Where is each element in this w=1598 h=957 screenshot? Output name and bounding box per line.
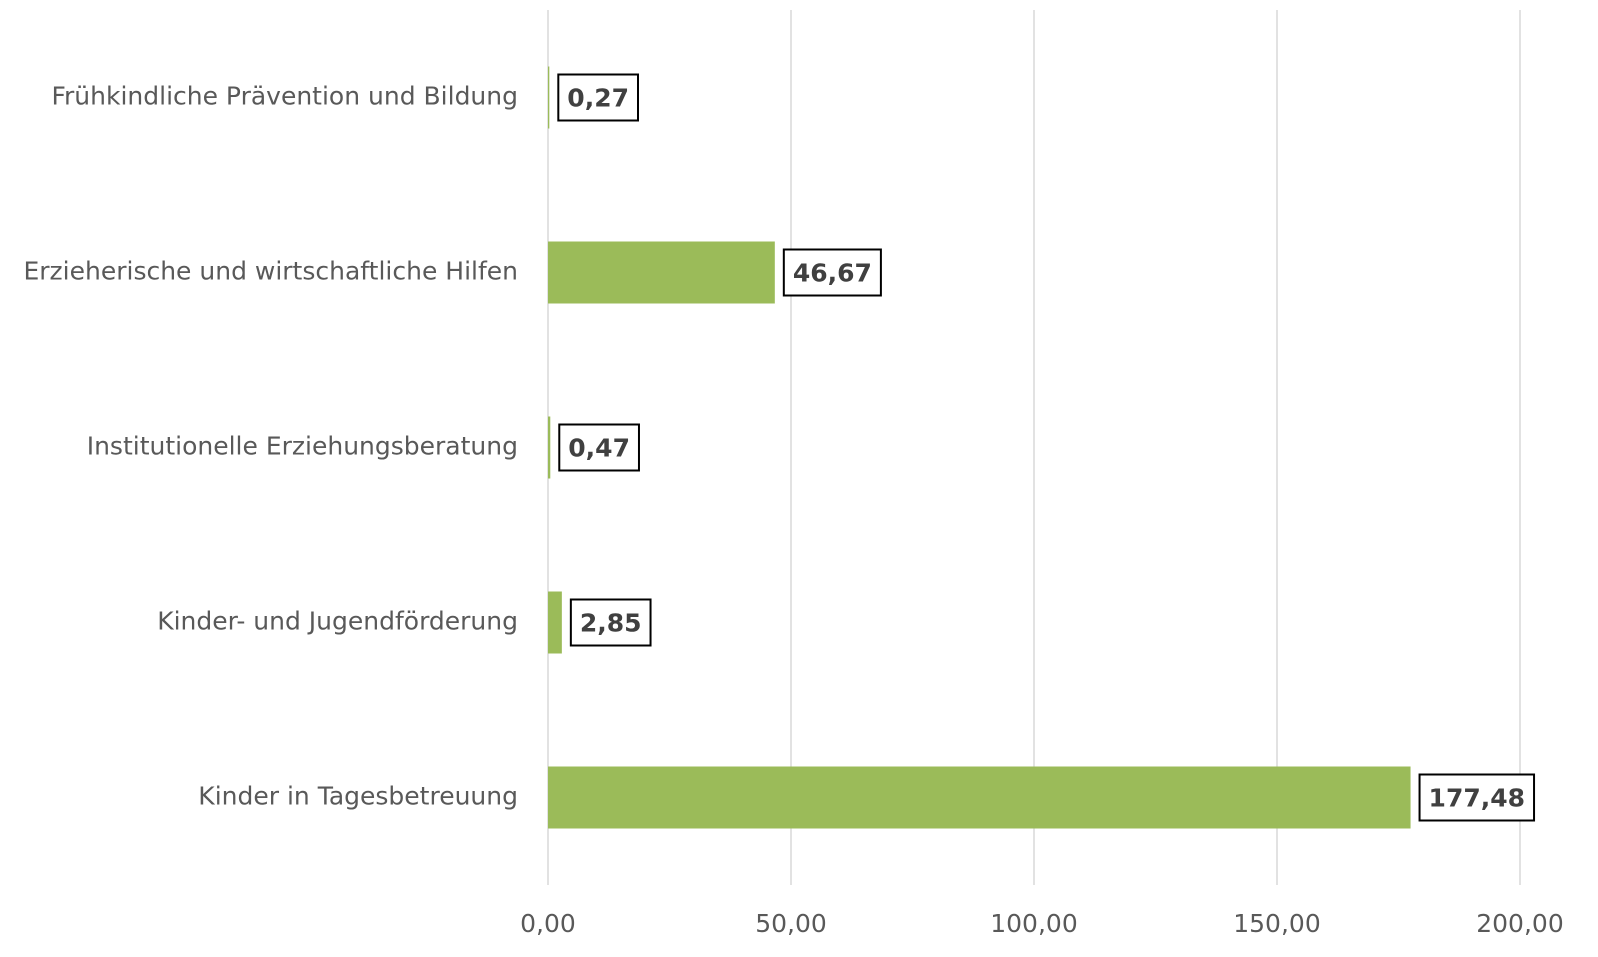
y-tick-label: Erzieherische und wirtschaftliche Hilfen — [23, 257, 518, 286]
x-tick-label: 200,00 — [1476, 909, 1563, 938]
value-label-box — [782, 248, 882, 297]
bar — [548, 241, 775, 304]
value-label: 0,27 — [567, 84, 629, 113]
value-label-box — [1418, 773, 1536, 822]
value-label-box — [557, 73, 639, 122]
y-tick-label: Kinder- und Jugendförderung — [157, 607, 518, 636]
value-label: 0,47 — [568, 434, 630, 463]
bar — [548, 66, 550, 129]
bar — [548, 766, 1411, 829]
x-tick-label: 50,00 — [755, 909, 827, 938]
x-tick-label: 100,00 — [990, 909, 1077, 938]
bar — [548, 591, 562, 654]
bar — [548, 416, 551, 479]
value-label: 2,85 — [580, 609, 642, 638]
value-label-box — [569, 598, 652, 647]
value-label: 46,67 — [793, 259, 872, 288]
y-tick-label: Institutionelle Erziehungsberatung — [87, 432, 518, 461]
x-tick-label: 150,00 — [1233, 909, 1320, 938]
value-label: 177,48 — [1429, 784, 1525, 813]
value-label-box — [558, 423, 640, 472]
y-tick-label: Frühkindliche Prävention und Bildung — [51, 82, 518, 111]
y-tick-label: Kinder in Tagesbetreuung — [198, 782, 518, 811]
x-tick-label: 0,00 — [520, 909, 576, 938]
